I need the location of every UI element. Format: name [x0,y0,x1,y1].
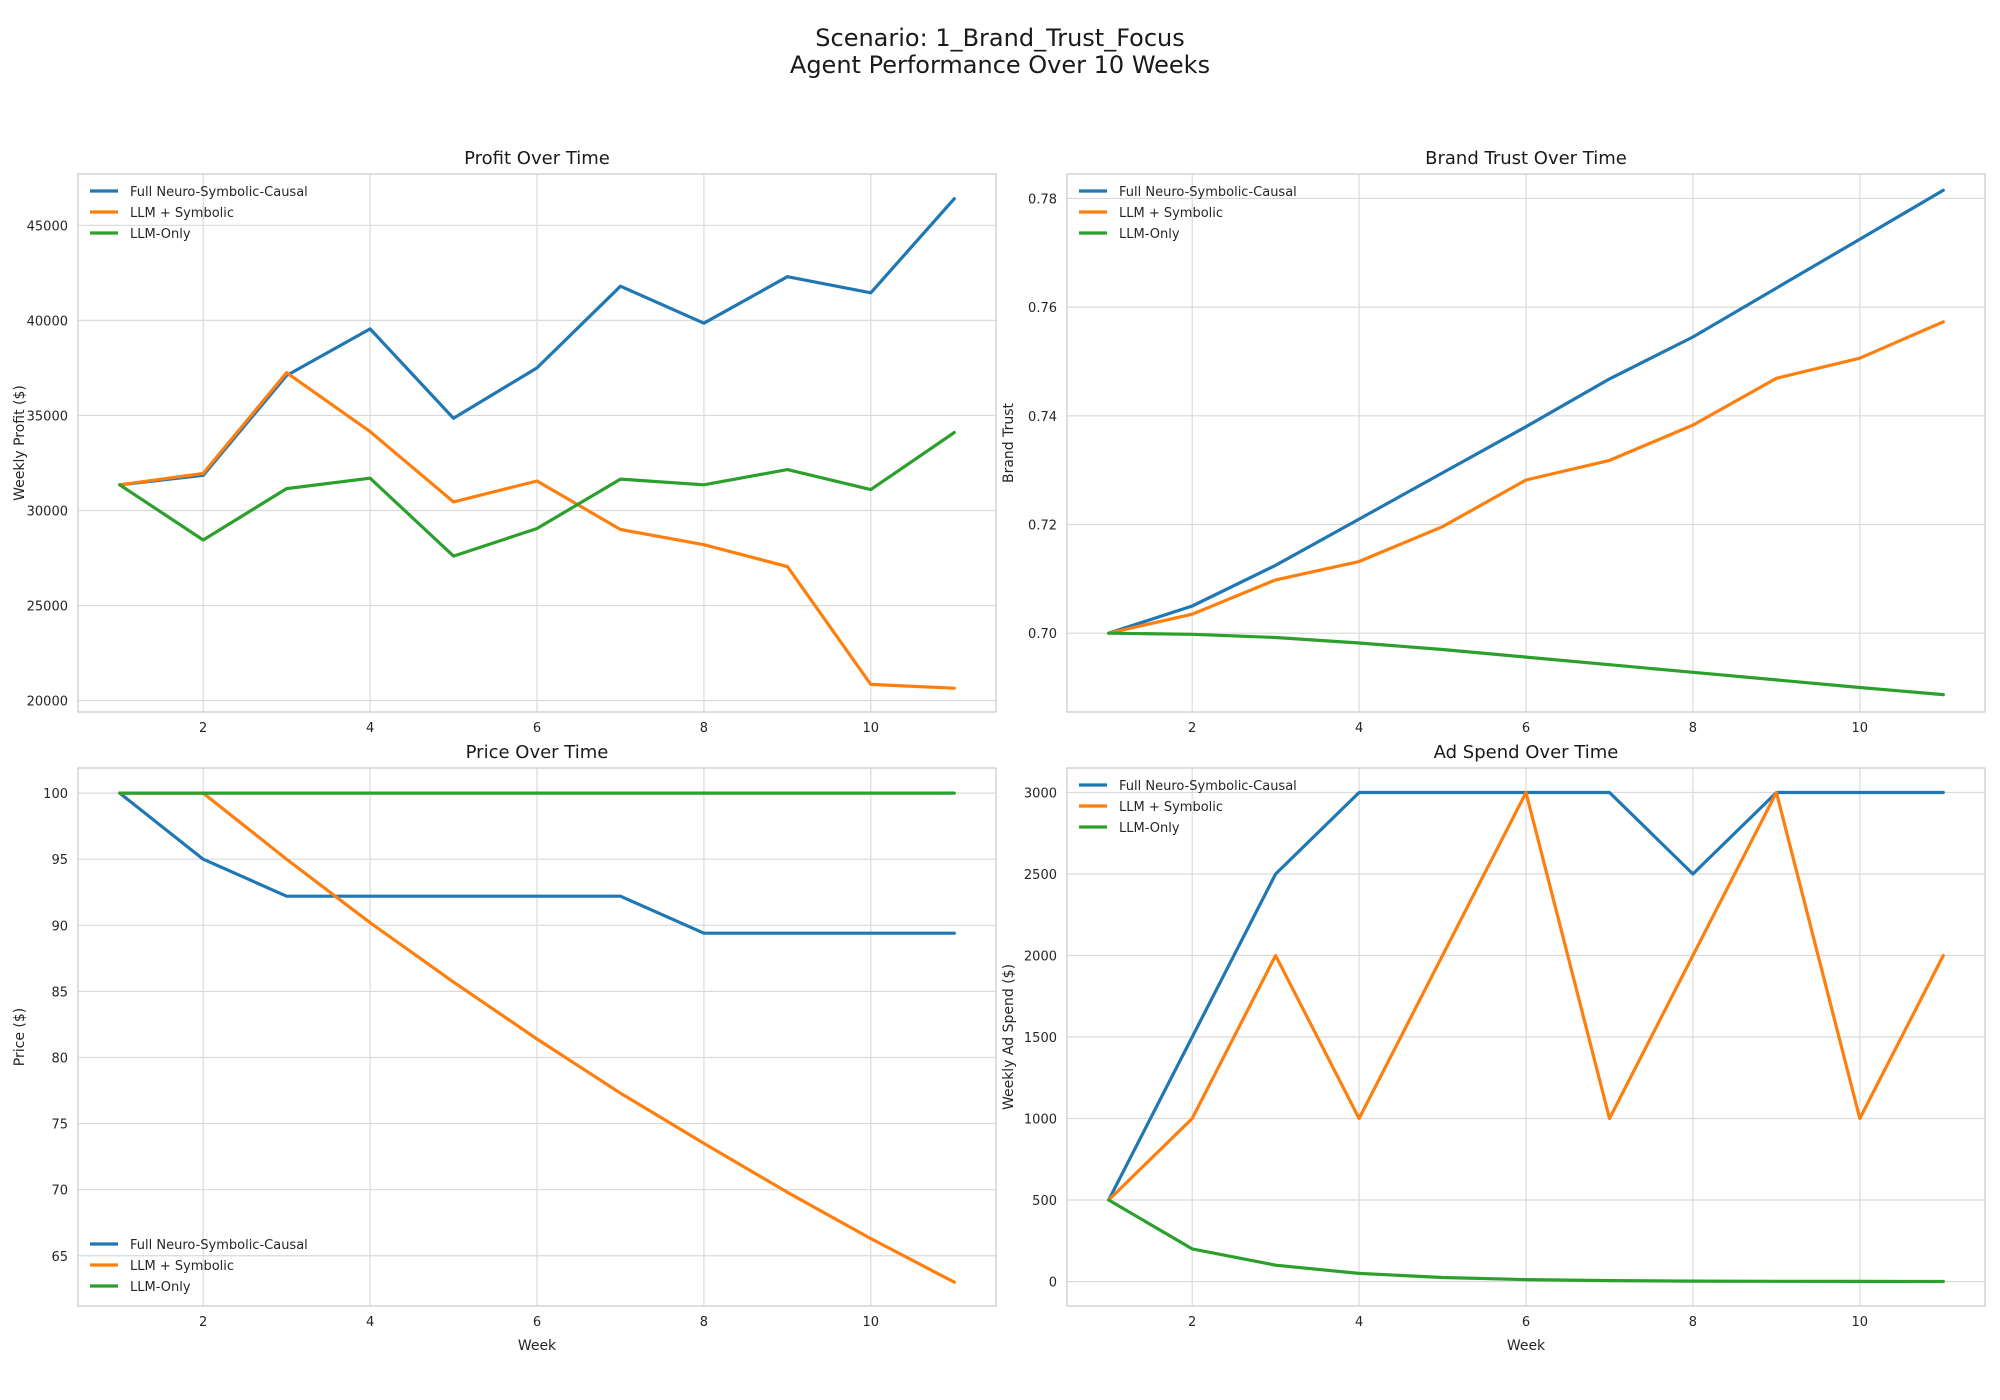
x-axis-label: Week [1507,1338,1546,1354]
y-tick-label: 30000 [27,504,68,519]
legend-label: LLM + Symbolic [130,206,234,221]
chart-price: 2 4 6 8 10 65 70 75 80 85 90 95 100 Price Over Time Pr… [12,742,997,1354]
series-line-3 [1107,631,1945,697]
x-tick-label: 4 [1355,721,1363,736]
plot-frame [1066,767,1986,1307]
y-tick-label: 85 [51,985,68,1000]
subplot-title: Ad Spend Over Time [1434,742,1619,763]
y-tick-label: 80 [51,1051,68,1066]
series-line-2 [1107,320,1945,635]
x-tick-label: 4 [366,721,374,736]
plot-frame [77,767,997,1307]
x-tick-label: 8 [1689,721,1697,736]
y-tick-label: 3000 [1024,786,1057,801]
legend-label: Full Neuro-Symbolic-Causal [1119,185,1297,200]
legend-label: LLM + Symbolic [1119,206,1223,221]
y-tick-label: 20000 [27,695,68,710]
x-tick-label: 2 [199,721,207,736]
series-line-3 [1107,1198,1945,1284]
y-tick-label: 2000 [1024,949,1057,964]
y-tick-label: 1500 [1024,1031,1057,1046]
legend: Full Neuro-Symbolic-Causal LLM + Symbolic… [1079,779,1297,836]
y-tick-label: 2500 [1024,868,1057,883]
x-tick-label: 8 [1689,1315,1697,1330]
x-tick-label: 6 [533,721,541,736]
plot-frame [1066,173,1986,713]
series-line-1 [1107,188,1945,635]
legend-label: LLM-Only [1119,227,1180,242]
legend: Full Neuro-Symbolic-Causal LLM + Symbolic… [1079,185,1297,242]
subplot-title: Price Over Time [466,742,609,763]
x-tick-label: 4 [1355,1315,1363,1330]
y-tick-label: 0.74 [1028,410,1057,425]
series-line-1 [118,791,956,935]
y-axis-label: Weekly Profit ($) [12,385,28,501]
chart-adspend: 2 4 6 8 10 0 500 1000 1500 2000 2500 3000 Ad Spend O… [1001,742,1986,1354]
legend-label: LLM + Symbolic [130,1259,234,1274]
x-tick-label: 10 [1852,1315,1869,1330]
x-axis-label: Week [518,1338,557,1354]
legend-label: Full Neuro-Symbolic-Causal [130,1238,308,1253]
x-tick-label: 6 [533,1315,541,1330]
y-tick-label: 25000 [27,600,68,615]
x-tick-label: 8 [700,1315,708,1330]
y-axis-label: Price ($) [12,1008,28,1066]
y-axis-label: Brand Trust [1001,402,1017,483]
series-line-2 [118,371,956,690]
legend: Full Neuro-Symbolic-Causal LLM + Symbolic… [90,185,308,242]
y-tick-label: 100 [43,787,68,802]
x-tick-label: 6 [1522,721,1530,736]
figure-title: Scenario: 1_Brand_Trust_Focus [815,24,1185,52]
y-tick-label: 0.70 [1028,627,1057,642]
y-tick-label: 95 [51,853,68,868]
x-tick-label: 8 [700,721,708,736]
series-line-3 [118,430,956,558]
legend-label: LLM-Only [1119,821,1180,836]
subplot-title: Brand Trust Over Time [1425,148,1627,169]
y-tick-label: 35000 [27,409,68,424]
y-tick-label: 0.76 [1028,301,1057,316]
chart-profit: 2 4 6 8 10 20000 25000 30000 35000 40000 45000 Prof… [12,148,997,736]
y-tick-label: 70 [51,1184,68,1199]
y-tick-label: 45000 [27,219,68,234]
y-tick-label: 1000 [1024,1113,1057,1128]
legend-label: LLM + Symbolic [1119,800,1223,815]
legend-label: LLM-Only [130,227,191,242]
y-tick-label: 90 [51,919,68,934]
series-line-2 [1107,790,1945,1202]
y-tick-label: 0.78 [1028,192,1057,207]
x-tick-label: 2 [199,1315,207,1330]
y-tick-label: 0 [1049,1276,1057,1291]
figure-subtitle: Agent Performance Over 10 Weeks [789,51,1211,79]
x-tick-label: 2 [1188,1315,1196,1330]
x-tick-label: 2 [1188,721,1196,736]
x-tick-label: 10 [1852,721,1869,736]
legend-label: Full Neuro-Symbolic-Causal [130,185,308,200]
y-tick-label: 40000 [27,314,68,329]
plot-frame [77,173,997,713]
series-line-2 [118,791,956,1284]
chart-trust: 2 4 6 8 10 0.70 0.72 0.74 0.76 0.78 Brand Trust Ov… [1001,148,1986,736]
y-tick-label: 65 [51,1250,68,1265]
legend-label: Full Neuro-Symbolic-Causal [1119,779,1297,794]
y-tick-label: 0.72 [1028,519,1057,534]
x-tick-label: 6 [1522,1315,1530,1330]
x-tick-label: 10 [863,721,880,736]
legend: Full Neuro-Symbolic-Causal LLM + Symbolic… [90,1238,308,1295]
x-tick-label: 10 [863,1315,880,1330]
y-tick-label: 500 [1032,1194,1057,1209]
x-tick-label: 4 [366,1315,374,1330]
subplot-title: Profit Over Time [464,148,610,169]
legend-label: LLM-Only [130,1280,191,1295]
y-tick-label: 75 [51,1118,68,1133]
y-axis-label: Weekly Ad Spend ($) [1001,964,1017,1110]
